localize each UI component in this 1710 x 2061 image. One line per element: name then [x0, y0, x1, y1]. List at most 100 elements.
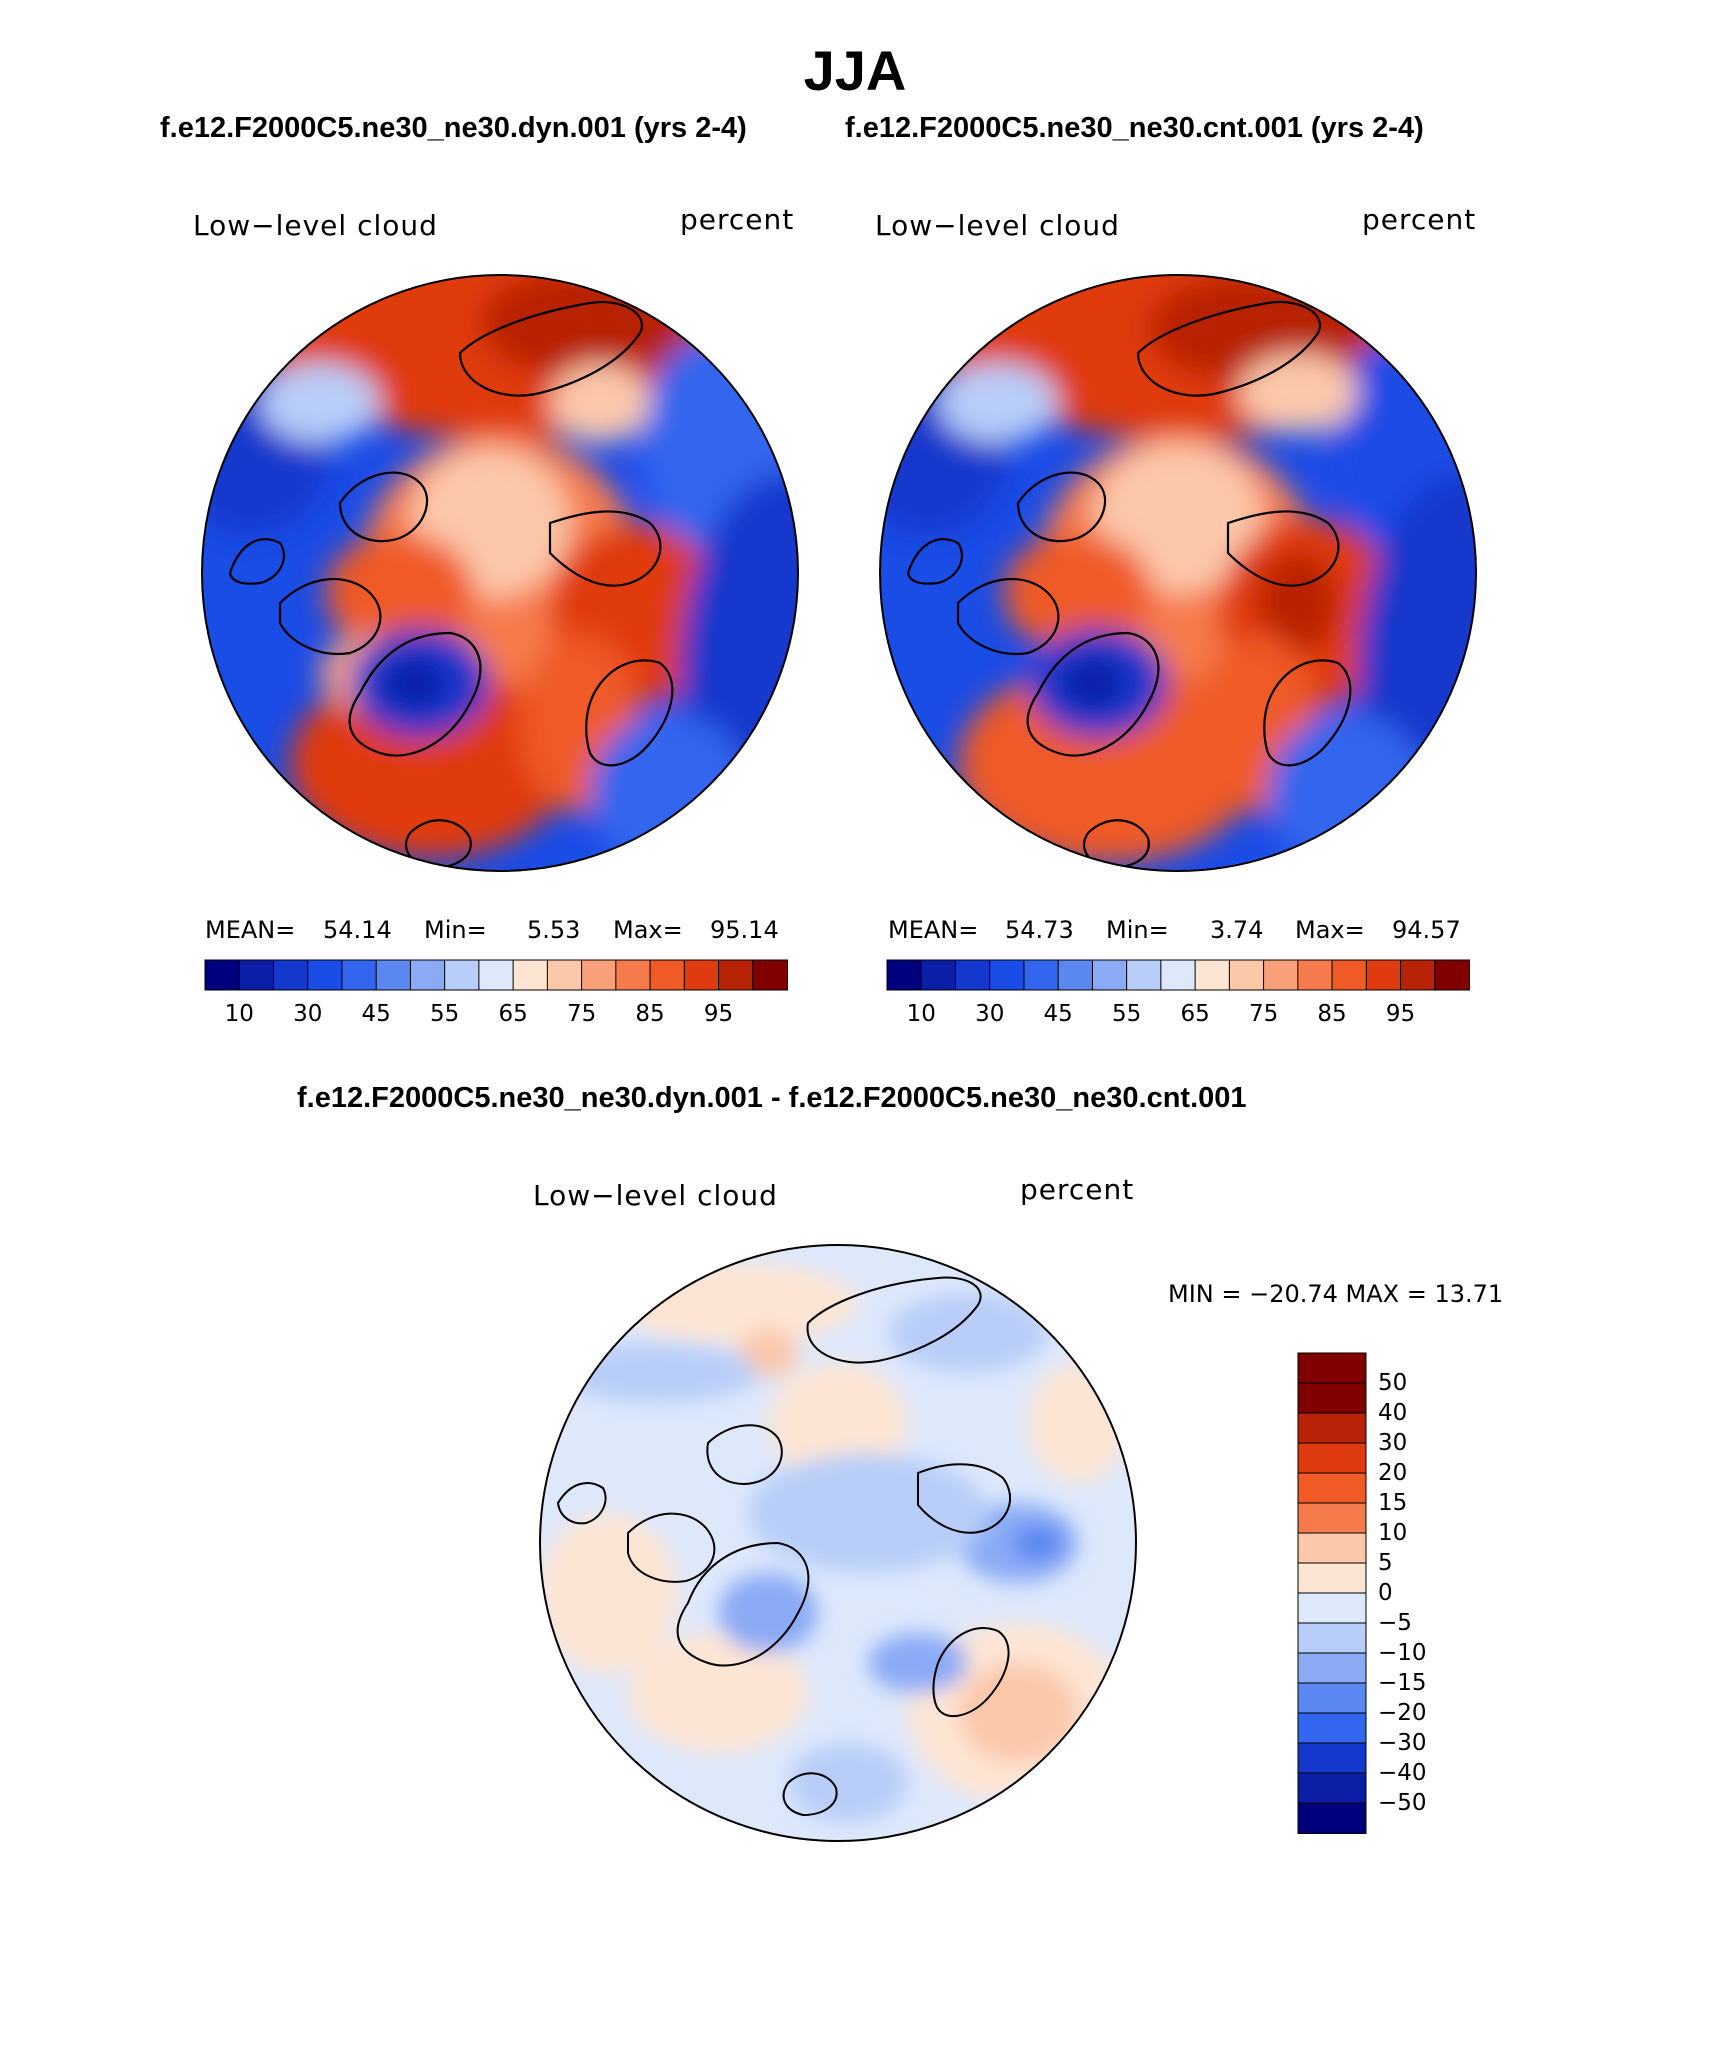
colorbar-swatch: [444, 959, 480, 991]
figure-title: JJA: [803, 39, 907, 102]
colorbar-swatch: [1297, 1682, 1367, 1714]
colorbar-swatch: [204, 959, 241, 991]
right-mean-label: MEAN=: [888, 916, 979, 944]
colorbar-swatch: [1297, 1622, 1367, 1654]
colorbar-tick-label: 95: [703, 1001, 734, 1027]
coastlines: [906, 300, 1352, 870]
left-panel-units: percent: [680, 203, 795, 236]
colorbar-swatch: [1297, 1472, 1367, 1504]
colorbar-tick-label: −10: [1378, 1640, 1427, 1666]
left-max-value: 95.14: [710, 916, 779, 944]
colorbar-swatch: [581, 959, 617, 991]
coastlines: [556, 1276, 1012, 1817]
colorbar-tick-label: 10: [224, 1001, 254, 1027]
colorbar-tick-label: −20: [1378, 1700, 1427, 1726]
colorbar-swatch: [409, 959, 446, 991]
colorbar-swatch: [375, 959, 412, 991]
colorbar-tick-label: 45: [1043, 1001, 1073, 1027]
colorbar-swatch: [1297, 1652, 1367, 1684]
difference-map: [539, 1244, 1137, 1842]
colorbar-swatch: [512, 959, 549, 991]
colorbar-swatch: [1297, 1562, 1367, 1594]
colorbar-swatch: [1365, 959, 1402, 991]
right-mean-value: 54.73: [1005, 916, 1074, 944]
colorbar-swatch: [1434, 959, 1471, 991]
diff-panel-variable: Low−level cloud: [533, 1179, 778, 1212]
colorbar-swatch: [1263, 959, 1299, 991]
diff-panel-units: percent: [1020, 1173, 1135, 1206]
colorbar-swatch: [1057, 959, 1094, 991]
colorbar-tick-label: −30: [1378, 1730, 1427, 1756]
colorbar-swatch: [1297, 1742, 1367, 1774]
colorbar-swatch: [307, 959, 343, 991]
colorbar-swatch: [752, 959, 789, 991]
difference-title: f.e12.F2000C5.ne30_ne30.dyn.001 - f.e12.…: [297, 1082, 1247, 1114]
left-panel-variable: Low−level cloud: [193, 209, 438, 242]
colorbar-swatch: [1297, 1532, 1367, 1564]
colorbar-tick-label: 40: [1378, 1400, 1408, 1426]
right-min-value: 3.74: [1210, 916, 1264, 944]
colorbar-swatch: [1297, 1382, 1367, 1414]
map-boundary: [879, 274, 1477, 872]
colorbar-tick-label: 55: [430, 1001, 460, 1027]
left-colorbar: [204, 959, 789, 991]
map-boundary: [539, 1244, 1137, 1842]
colorbar-swatch: [1194, 959, 1231, 991]
colorbar-tick-label: 65: [498, 1001, 528, 1027]
colorbar-tick-label: 0: [1378, 1580, 1393, 1606]
colorbar-tick-label: 65: [1180, 1001, 1210, 1027]
colorbar-tick-label: 10: [1378, 1520, 1408, 1546]
colorbar-tick-label: 75: [1248, 1001, 1279, 1027]
colorbar-tick-label: −50: [1378, 1790, 1427, 1816]
left-map: [201, 274, 799, 872]
left-min-label: Min=: [424, 916, 487, 944]
right-colorbar: [886, 959, 1471, 991]
colorbar-swatch: [649, 959, 686, 991]
colorbar-tick-label: 30: [975, 1001, 1005, 1027]
colorbar-swatch: [272, 959, 309, 991]
colorbar-swatch: [1126, 959, 1162, 991]
colorbar-swatch: [954, 959, 991, 991]
left-colorbar-ticks: 10 30 45 55 65 75 85 95: [205, 1001, 787, 1031]
right-panel-units: percent: [1362, 203, 1477, 236]
left-min-value: 5.53: [527, 916, 581, 944]
colorbar-tick-label: 20: [1378, 1460, 1408, 1486]
difference-colorbar-ticks: 50 40 30 20 15 10 5 0 −5 −10 −15 −20 −30 −40 −50: [1378, 1353, 1458, 1833]
colorbar-swatch: [1297, 1352, 1367, 1384]
left-max-label: Max=: [613, 916, 683, 944]
right-colorbar-ticks: 10 30 45 55 65 75 85 95: [887, 1001, 1469, 1031]
colorbar-swatch: [718, 959, 754, 991]
colorbar-swatch: [1331, 959, 1368, 991]
colorbar-swatch: [615, 959, 652, 991]
colorbar-tick-label: 30: [1378, 1430, 1408, 1456]
colorbar-tick-label: 5: [1378, 1550, 1393, 1576]
colorbar-tick-label: 55: [1112, 1001, 1142, 1027]
colorbar-swatch: [683, 959, 720, 991]
colorbar-tick-label: 45: [361, 1001, 391, 1027]
right-max-label: Max=: [1295, 916, 1365, 944]
left-mean-label: MEAN=: [205, 916, 296, 944]
left-mean-value: 54.14: [323, 916, 392, 944]
colorbar-swatch: [1400, 959, 1436, 991]
colorbar-tick-label: −15: [1378, 1670, 1427, 1696]
colorbar-swatch: [341, 959, 378, 991]
colorbar-tick-label: 85: [1317, 1001, 1347, 1027]
colorbar-tick-label: −40: [1378, 1760, 1427, 1786]
colorbar-tick-label: 15: [1378, 1490, 1408, 1516]
colorbar-swatch: [1160, 959, 1197, 991]
colorbar-tick-label: 75: [566, 1001, 597, 1027]
right-map: [879, 274, 1477, 872]
colorbar-tick-label: 50: [1378, 1370, 1408, 1396]
colorbar-tick-label: 30: [293, 1001, 323, 1027]
colorbar-swatch: [1023, 959, 1060, 991]
colorbar-tick-label: 95: [1385, 1001, 1416, 1027]
difference-colorbar: [1297, 1352, 1367, 1834]
colorbar-swatch: [1297, 959, 1334, 991]
colorbar-swatch: [1297, 1592, 1367, 1624]
right-run-subtitle: f.e12.F2000C5.ne30_ne30.cnt.001 (yrs 2-4…: [845, 112, 1424, 144]
colorbar-swatch: [1297, 1412, 1367, 1444]
diff-minmax: MIN = −20.74 MAX = 13.71: [1168, 1280, 1504, 1308]
colorbar-swatch: [1297, 1772, 1367, 1804]
colorbar-swatch: [886, 959, 923, 991]
colorbar-swatch: [546, 959, 583, 991]
